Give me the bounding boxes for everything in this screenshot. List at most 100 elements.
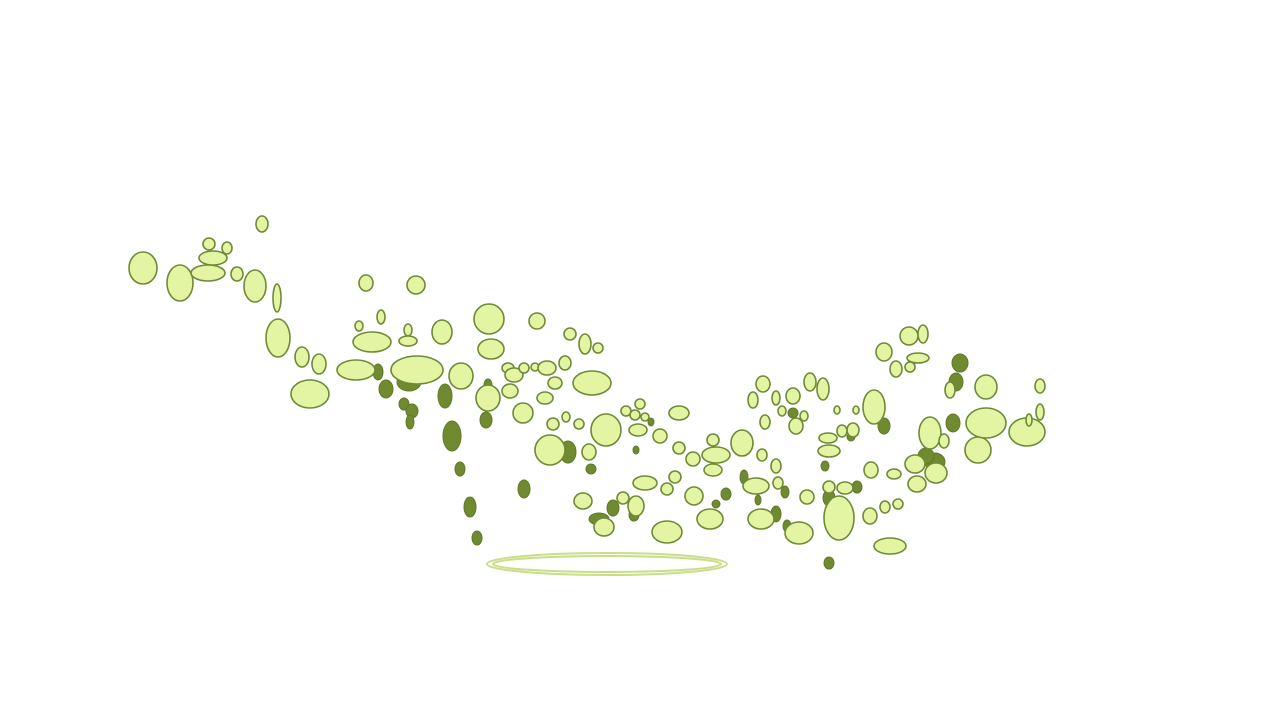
blob	[265, 318, 291, 358]
blob	[581, 443, 597, 461]
blob	[590, 413, 622, 447]
blob	[537, 360, 557, 376]
blob	[951, 353, 969, 373]
blob	[128, 251, 158, 285]
blob	[504, 367, 524, 383]
blob	[547, 376, 563, 390]
blob	[823, 556, 835, 570]
blob	[546, 417, 560, 431]
blob	[352, 331, 392, 353]
blob	[904, 454, 926, 474]
blob	[405, 414, 415, 430]
blob	[563, 327, 577, 341]
blob	[290, 379, 330, 409]
blob	[230, 266, 244, 282]
blob	[390, 355, 444, 385]
blob	[463, 496, 477, 518]
blob	[627, 495, 645, 517]
blob	[573, 492, 593, 510]
blob	[696, 508, 724, 530]
blob	[820, 460, 830, 472]
blob	[652, 428, 668, 444]
blob	[640, 412, 650, 422]
blob	[243, 269, 267, 303]
light-blobs	[128, 215, 1046, 555]
blob	[442, 420, 462, 452]
blob	[454, 461, 466, 477]
blob	[558, 355, 572, 371]
blob	[376, 309, 386, 325]
blob	[816, 377, 830, 401]
blob	[471, 530, 483, 546]
blob	[573, 418, 585, 430]
blob	[944, 381, 956, 399]
blob	[354, 320, 364, 332]
blob	[437, 383, 453, 409]
blob	[924, 462, 948, 484]
blob	[501, 383, 519, 399]
blob	[904, 361, 916, 373]
blob	[606, 499, 620, 517]
blob	[668, 470, 682, 484]
blob	[473, 303, 505, 335]
blob	[730, 429, 754, 457]
blob	[479, 411, 493, 429]
blob	[711, 499, 721, 509]
blob	[771, 390, 781, 406]
blob	[784, 521, 814, 545]
blob	[756, 448, 768, 462]
blob	[780, 485, 790, 499]
blob	[632, 475, 658, 491]
blob	[403, 323, 413, 337]
blob	[772, 476, 784, 490]
blob	[918, 416, 942, 450]
blob	[822, 480, 836, 494]
blob	[517, 479, 531, 499]
blob	[585, 463, 597, 475]
blob	[628, 423, 648, 437]
blob	[852, 405, 860, 415]
blob	[475, 384, 501, 412]
blob	[1035, 403, 1045, 421]
blob	[634, 398, 646, 410]
blob	[518, 362, 530, 374]
blob	[336, 359, 376, 381]
blob	[788, 417, 804, 435]
blob	[1034, 378, 1046, 394]
blob	[660, 482, 674, 496]
blob	[684, 486, 704, 506]
blob	[823, 495, 855, 541]
blob	[647, 417, 655, 427]
blob	[272, 283, 282, 313]
blob	[742, 477, 770, 495]
blob	[755, 375, 771, 393]
blob	[294, 346, 310, 368]
blob	[777, 405, 787, 417]
blob	[799, 489, 815, 505]
blob	[616, 491, 630, 505]
blob	[754, 494, 762, 506]
blob	[629, 409, 641, 421]
blob	[406, 275, 426, 295]
blob	[398, 335, 418, 347]
blob	[892, 498, 904, 510]
blob	[818, 432, 838, 444]
blob	[747, 508, 775, 530]
blob	[578, 333, 592, 355]
blob	[202, 237, 216, 251]
blob	[536, 391, 554, 405]
blob	[803, 372, 817, 392]
blob	[879, 500, 891, 514]
blob	[846, 422, 860, 438]
blob	[701, 446, 731, 464]
blob	[817, 444, 841, 458]
blob	[720, 487, 732, 501]
blob	[431, 319, 453, 345]
blob	[651, 520, 683, 544]
blob	[672, 441, 686, 455]
blob	[632, 445, 640, 455]
blob	[964, 436, 992, 464]
blob	[198, 250, 228, 266]
